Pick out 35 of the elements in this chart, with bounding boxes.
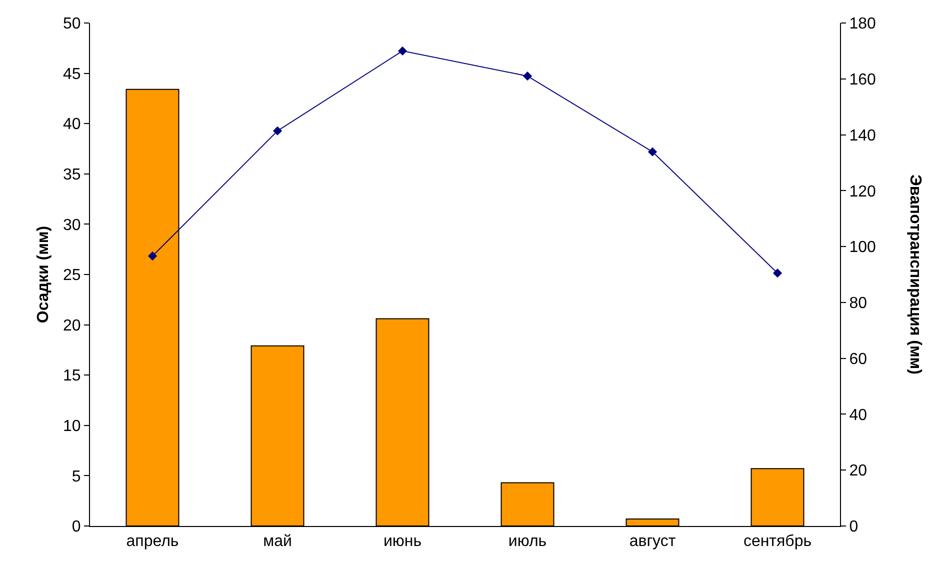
y2-tick-label: 20 xyxy=(849,462,868,480)
y2-tick-label: 140 xyxy=(849,127,876,144)
y2-tick-label: 120 xyxy=(849,183,876,200)
y2-tick-label: 40 xyxy=(849,406,868,424)
x-tick-label: июль xyxy=(508,533,547,550)
x-tick-label: апрель xyxy=(126,533,179,550)
y2-tick-label: 0 xyxy=(849,518,858,536)
x-tick-label: август xyxy=(629,533,676,550)
point xyxy=(522,72,532,81)
x-tick-label: сентябрь xyxy=(743,533,812,550)
point xyxy=(272,126,282,136)
y-tick-label: 10 xyxy=(63,418,81,435)
point xyxy=(398,46,408,56)
y2-tick-label: 160 xyxy=(849,71,876,88)
y2-tick-label: 80 xyxy=(849,295,868,312)
x-tick-label: май xyxy=(263,533,292,550)
y-tick-label: 45 xyxy=(63,66,81,83)
x-tick-label: июнь xyxy=(383,533,422,550)
point xyxy=(772,268,782,278)
y2-tick-label: 180 xyxy=(849,16,876,33)
y-axis-title: Осадки (мм) xyxy=(35,226,52,324)
y2-axis-title: Эвапотранспирация (мм) xyxy=(906,174,924,374)
y2-tick-label: 60 xyxy=(849,350,868,368)
y-tick-label: 30 xyxy=(63,216,81,234)
y-tick-label: 20 xyxy=(63,317,81,334)
y-tick-label: 0 xyxy=(72,518,81,536)
y-tick-label: 50 xyxy=(63,16,81,33)
point xyxy=(148,252,158,261)
y-tick-label: 40 xyxy=(63,116,81,134)
y-tick-label: 25 xyxy=(63,267,81,284)
y-tick-label: 5 xyxy=(72,468,81,486)
point xyxy=(648,147,658,156)
y2-tick-label: 100 xyxy=(849,239,876,256)
y-tick-label: 35 xyxy=(63,166,81,184)
y-tick-label: 15 xyxy=(63,368,81,385)
